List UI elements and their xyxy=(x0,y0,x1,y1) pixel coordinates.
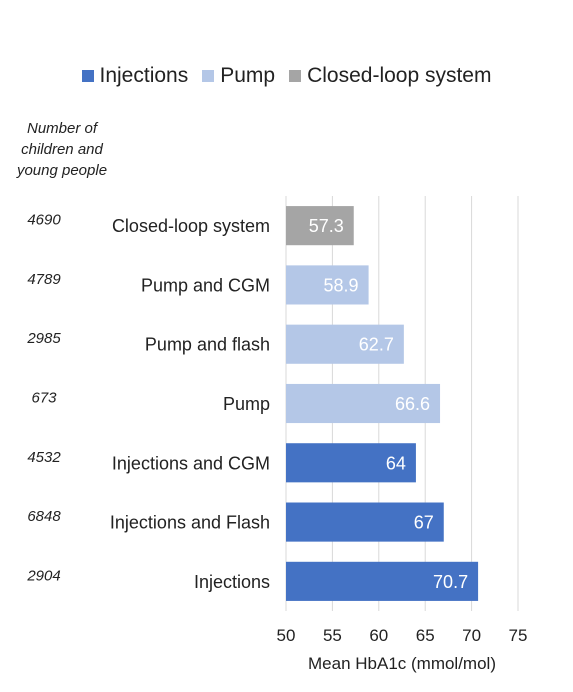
legend-item-closed-loop: Closed-loop system xyxy=(289,64,491,88)
category-label: Closed-loop system xyxy=(112,216,270,236)
legend-item-pump: Pump xyxy=(202,64,275,88)
data-label: 57.3 xyxy=(309,216,344,236)
x-axis-label: Mean HbA1c (mmol/mol) xyxy=(308,654,496,673)
count-label: 6848 xyxy=(27,508,61,525)
legend-item-injections: Injections xyxy=(81,64,189,88)
count-label: 2985 xyxy=(26,330,61,347)
x-tick-label: 50 xyxy=(277,626,296,645)
legend-label-closed-loop: Closed-loop system xyxy=(307,64,492,87)
count-label: 4789 xyxy=(27,271,61,288)
bar xyxy=(286,383,441,424)
count-label: 2904 xyxy=(26,567,60,584)
x-tick-label: 65 xyxy=(416,626,435,645)
count-label: 4532 xyxy=(27,449,61,466)
data-label: 66.6 xyxy=(395,394,430,414)
legend: Injections Pump Closed-loop system xyxy=(0,64,573,88)
category-label: Pump and flash xyxy=(145,335,270,355)
data-label: 64 xyxy=(386,453,406,473)
data-label: 67 xyxy=(414,513,434,533)
bar xyxy=(286,502,444,542)
x-tick-label: 75 xyxy=(509,626,528,645)
count-label: 673 xyxy=(31,390,57,407)
count-label: 4690 xyxy=(27,212,61,229)
legend-swatch-pump xyxy=(202,70,215,82)
category-label: Injections and CGM xyxy=(112,453,270,473)
data-label: 58.9 xyxy=(324,275,359,295)
bar xyxy=(286,206,354,246)
bar xyxy=(286,443,416,483)
category-label: Injections xyxy=(194,572,270,592)
data-label: 70.7 xyxy=(433,572,468,592)
legend-swatch-closed-loop xyxy=(289,70,302,82)
category-label: Injections and Flash xyxy=(110,513,270,533)
legend-swatch-injections xyxy=(81,70,94,82)
x-tick-label: 70 xyxy=(462,626,481,645)
legend-label-pump: Pump xyxy=(220,64,276,87)
category-label: Pump xyxy=(223,394,270,414)
category-label: Pump and CGM xyxy=(141,275,270,295)
legend-label-injections: Injections xyxy=(99,64,189,87)
x-tick-label: 60 xyxy=(369,626,388,645)
bar xyxy=(286,561,479,601)
x-tick-label: 55 xyxy=(323,626,342,645)
data-label: 62.7 xyxy=(359,335,394,355)
count-column-header: Number of children and young people xyxy=(16,120,108,179)
bar xyxy=(286,324,404,364)
bar xyxy=(286,265,369,305)
